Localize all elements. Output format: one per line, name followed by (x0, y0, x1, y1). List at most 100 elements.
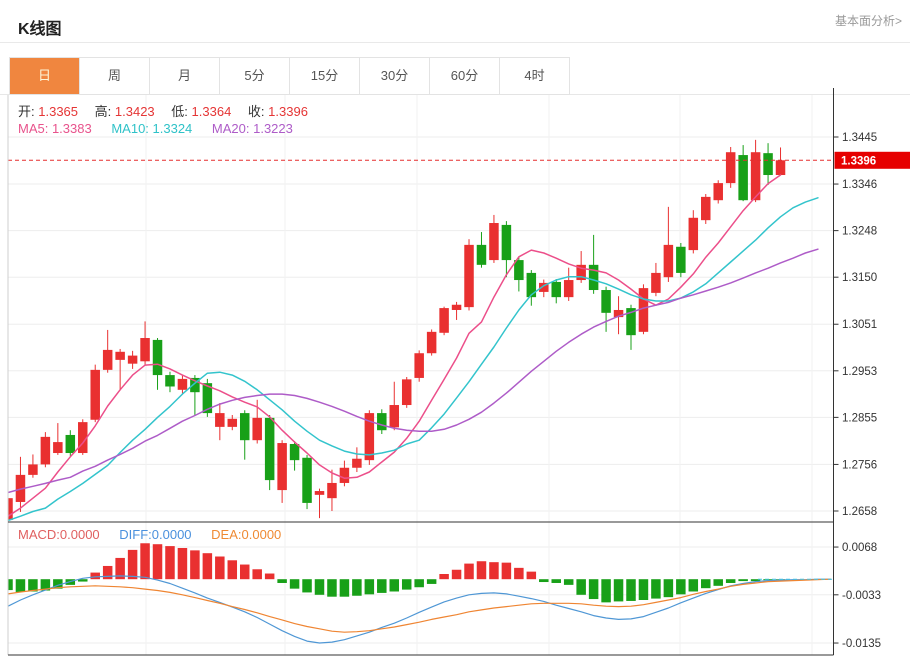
macd-bar (638, 579, 649, 601)
macd-bar (489, 562, 499, 580)
macd-bar (588, 579, 599, 600)
ma5-line (8, 174, 782, 517)
macd-bar (501, 562, 512, 580)
tab-15分[interactable]: 15分 (290, 58, 360, 94)
open-label: 开: (18, 104, 35, 119)
candle-body (588, 264, 599, 291)
candle-body (377, 413, 387, 431)
macd-bar (15, 579, 26, 592)
current-price-badge-text: 1.3396 (841, 155, 876, 167)
candle-body (15, 474, 26, 502)
ma-readout: MA5: 1.3383 MA10: 1.3324 MA20: 1.3223 (18, 121, 293, 136)
macd-bar (763, 579, 773, 581)
ohlc-readout: 开: 1.3365 高: 1.3423 低: 1.3364 收: 1.3396 (18, 101, 321, 120)
macd-bar (264, 573, 275, 580)
macd-bar (401, 579, 412, 590)
candle-body (563, 280, 574, 298)
candle-body (613, 309, 624, 318)
macd-bar (227, 560, 238, 580)
candle-body (115, 351, 125, 360)
candle-body (127, 355, 138, 364)
tab-月[interactable]: 月 (150, 58, 220, 94)
macd-bar (215, 556, 225, 580)
dea-line (8, 578, 832, 633)
macd-bar (676, 579, 686, 595)
diff-line (8, 575, 832, 644)
axis-label: 1.3150 (842, 272, 877, 284)
macd-bar (78, 579, 88, 582)
tab-4时[interactable]: 4时 (500, 58, 569, 94)
candle-body (551, 281, 561, 298)
candle-body (651, 272, 661, 293)
macd-bar (65, 579, 76, 585)
axis-label: 1.2855 (842, 412, 877, 424)
candle-body (28, 464, 38, 475)
macd-bar (476, 561, 487, 580)
macd-bar (601, 579, 611, 603)
macd-bar (115, 557, 125, 580)
macd-bar (613, 579, 624, 602)
candle-body (65, 434, 76, 454)
axis-label: 1.3051 (842, 319, 877, 331)
axis-label: 1.2756 (842, 459, 877, 471)
candle-body (638, 288, 649, 332)
macd-bar (426, 579, 437, 584)
macd-bar (377, 579, 387, 593)
candle-body (352, 458, 362, 468)
ma20-line (8, 248, 819, 494)
macd-bar (663, 579, 674, 598)
candle-body (464, 244, 474, 308)
macd-bar (701, 579, 711, 589)
macd-bar (327, 579, 337, 597)
macd-bar (277, 579, 287, 583)
macd-bar (28, 579, 38, 592)
macd-bar (140, 543, 150, 580)
ma10-line (8, 197, 819, 522)
low-label: 低: (171, 104, 188, 119)
macd-bar (451, 569, 462, 580)
candle-body (152, 339, 163, 376)
candle-body (40, 436, 51, 465)
axis-label: 1.2658 (842, 506, 877, 518)
tab-30分[interactable]: 30分 (360, 58, 430, 94)
candle-body (750, 152, 761, 201)
fundamental-analysis-link[interactable]: 基本面分析> (834, 14, 902, 28)
candle-body (489, 223, 499, 261)
candle-body (202, 383, 213, 414)
low-value: 1.3364 (191, 104, 232, 119)
tab-日[interactable]: 日 (10, 58, 80, 94)
axis-label: 1.3445 (842, 132, 877, 144)
candle-body (601, 290, 611, 313)
macd-bar (202, 553, 213, 580)
candle-body (725, 152, 736, 184)
page-title: K线图 (18, 21, 62, 38)
candle-body (476, 244, 487, 265)
candle-body (738, 155, 748, 201)
candle-body (102, 349, 113, 370)
high-label: 高: (94, 104, 112, 119)
candle-body (451, 304, 462, 310)
candle-body (539, 282, 549, 292)
axis-label: -0.0033 (842, 590, 881, 602)
macd-bar (177, 547, 188, 580)
macd-bar (127, 549, 138, 580)
macd-bar (165, 546, 175, 580)
axis-label: 1.2953 (842, 366, 877, 378)
tab-周[interactable]: 周 (80, 58, 150, 94)
macd-bar (713, 579, 723, 586)
candle-body (526, 272, 537, 298)
macd-value: MACD:0.0000 (18, 527, 100, 542)
candle-body (701, 196, 711, 221)
macd-bar (725, 579, 736, 583)
tab-60分[interactable]: 60分 (430, 58, 500, 94)
candle-body (177, 378, 188, 390)
diff-value: DIFF:0.0000 (119, 527, 192, 542)
macd-bar (464, 563, 474, 580)
macd-bar (514, 567, 524, 580)
tab-5分[interactable]: 5分 (220, 58, 290, 94)
close-label: 收: (247, 104, 265, 119)
axis-label: 1.3346 (842, 179, 877, 191)
macd-bar (526, 571, 537, 580)
macd-bar (364, 579, 375, 595)
